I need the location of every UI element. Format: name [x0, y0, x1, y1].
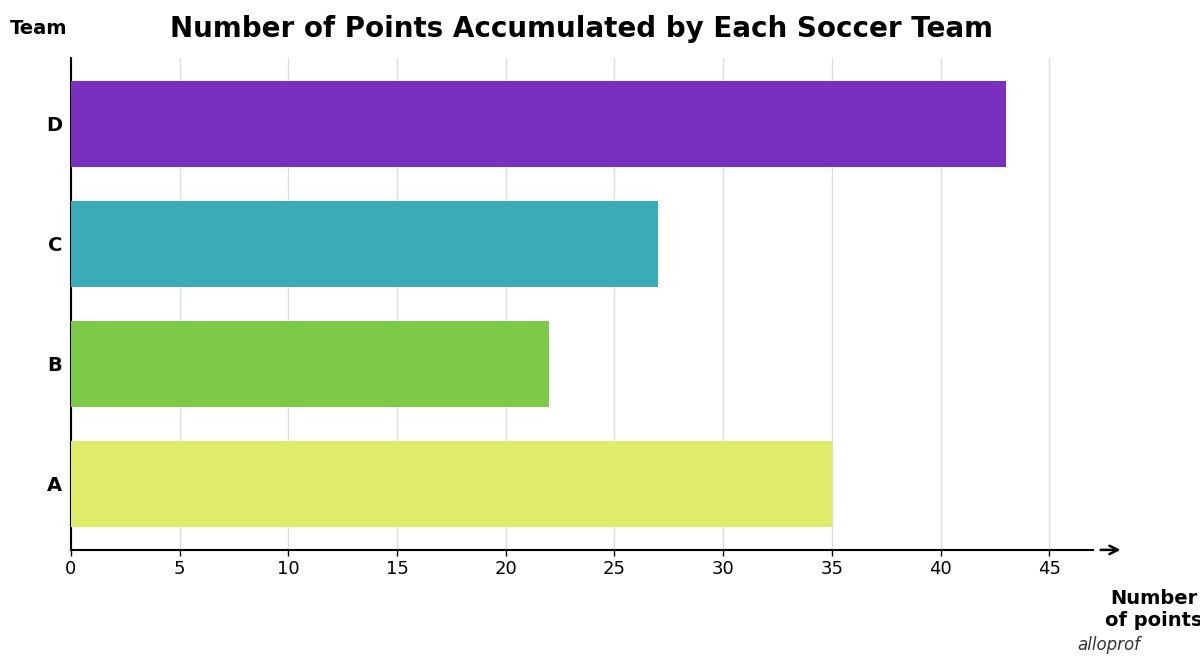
- Title: Number of Points Accumulated by Each Soccer Team: Number of Points Accumulated by Each Soc…: [170, 15, 994, 43]
- X-axis label: Number
of points: Number of points: [1105, 589, 1200, 630]
- Text: alloprof: alloprof: [1078, 636, 1140, 654]
- Text: Team: Team: [10, 19, 67, 38]
- Bar: [71, 81, 1006, 167]
- Bar: [71, 441, 832, 527]
- Bar: [71, 201, 658, 287]
- Bar: [71, 321, 550, 407]
